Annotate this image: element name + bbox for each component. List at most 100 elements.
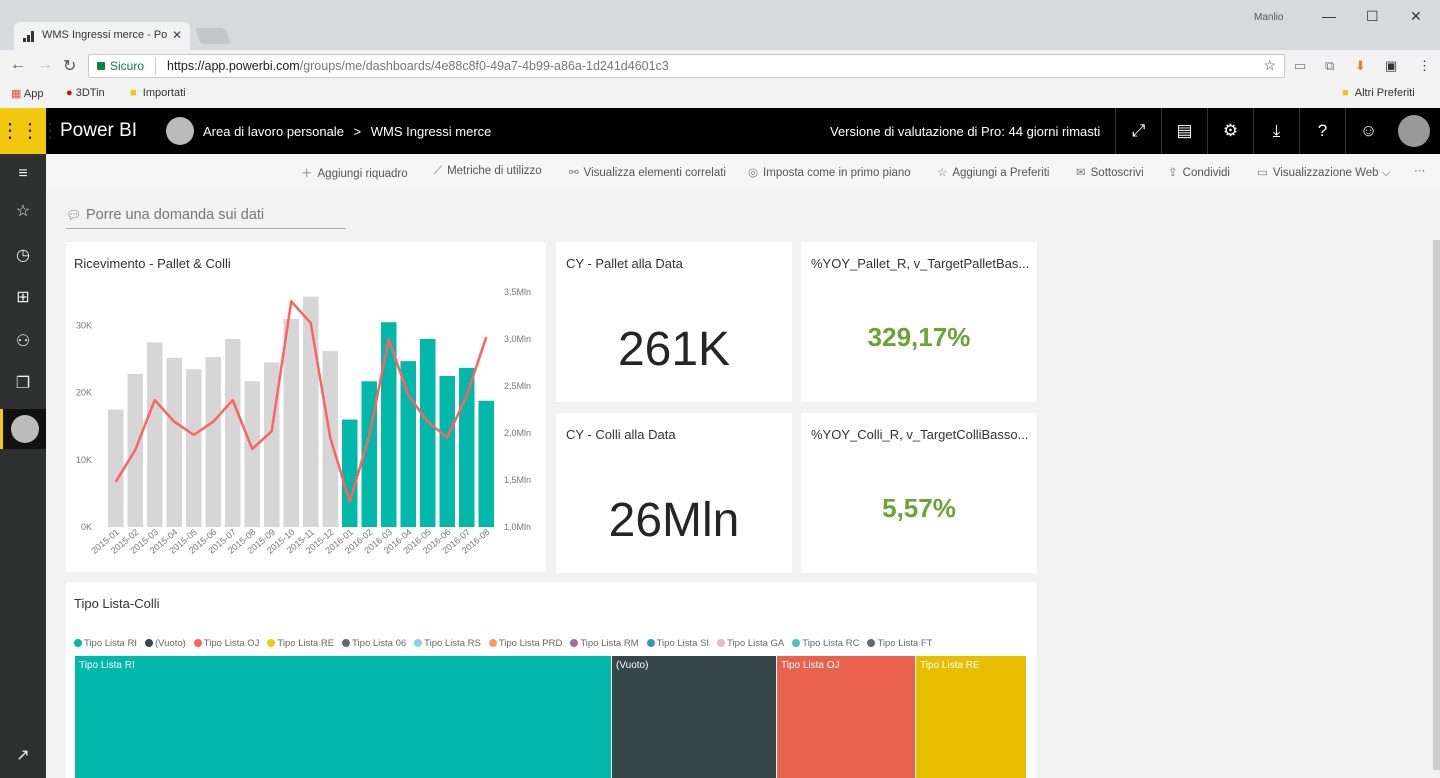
legend-item[interactable]: (Vuoto) bbox=[144, 638, 186, 649]
brand-title[interactable]: Power BI bbox=[60, 120, 138, 141]
chart-bar bbox=[205, 357, 221, 527]
legend-item[interactable]: Tipo Lista OJ bbox=[193, 638, 259, 649]
help-icon[interactable]: ? bbox=[1299, 108, 1345, 154]
breadcrumb-dashboard[interactable]: WMS Ingressi merce bbox=[370, 124, 492, 139]
breadcrumb-workspace[interactable]: Area di lavoro personale bbox=[203, 124, 344, 139]
shared-with-me-icon[interactable]: ⚇ bbox=[15, 333, 31, 350]
chart-bar bbox=[439, 375, 455, 527]
card-value: 329,17% bbox=[867, 322, 971, 352]
hamburger-icon[interactable]: ≡ bbox=[18, 165, 28, 182]
bookmark-importati[interactable]: ■ Importati bbox=[130, 87, 186, 99]
bookmark-apps[interactable]: ▦ App bbox=[11, 88, 44, 100]
usage-metrics-button[interactable]: ⟋ Metriche di utilizzo bbox=[434, 165, 542, 177]
browser-tab[interactable]: WMS Ingressi merce - Po ✕ bbox=[14, 22, 190, 50]
legend-item[interactable]: Tipo Lista FT bbox=[867, 638, 933, 649]
cy-pallet-tile[interactable]: CY - Pallet alla Data 261K bbox=[556, 242, 792, 402]
legend-item[interactable]: Tipo Lista RI bbox=[74, 638, 137, 649]
legend-item[interactable]: Tipo Lista RC bbox=[792, 638, 859, 649]
treemap-legend: Tipo Lista RI (Vuoto) Tipo Lista OJ Tipo Li… bbox=[74, 638, 941, 649]
gear-icon[interactable]: ⚙ bbox=[1207, 108, 1253, 154]
close-window-icon[interactable]: ✕ bbox=[1410, 8, 1422, 24]
user-avatar[interactable] bbox=[1398, 115, 1430, 147]
y-tick-label: 10K bbox=[76, 455, 92, 465]
legend-dot-icon bbox=[570, 639, 579, 647]
share-button[interactable]: ⇪ Condividi bbox=[1168, 167, 1230, 179]
chart-bar bbox=[186, 369, 202, 527]
feedback-smiley-icon[interactable]: ☺ bbox=[1345, 108, 1391, 154]
extension-icon[interactable]: ⧉ bbox=[1325, 58, 1335, 73]
powerbi-header: ⋮⋮⋮ Power BI Area di lavoro personale > … bbox=[0, 108, 1440, 154]
legend-dot-icon bbox=[717, 639, 726, 647]
y2-tick-label: 1,0Mln bbox=[504, 522, 531, 532]
treemap-block-re[interactable]: Tipo Lista RE bbox=[916, 656, 1026, 778]
web-view-dropdown[interactable]: ▭ Visualizzazione Web ⌵ bbox=[1257, 167, 1391, 179]
breadcrumb: Area di lavoro personale > WMS Ingressi … bbox=[203, 124, 491, 139]
add-tile-button[interactable]: ＋ Aggiungi riquadro bbox=[301, 168, 408, 180]
chart-bar bbox=[478, 400, 494, 527]
yoy-colli-tile[interactable]: %YOY_Colli_R, v_TargetColliBasso... 5,57… bbox=[801, 413, 1037, 573]
cy-colli-tile[interactable]: CY - Colli alla Data 26Mln bbox=[556, 413, 792, 573]
legend-item[interactable]: Tipo Lista RS bbox=[414, 638, 481, 649]
card-value: 261K bbox=[617, 323, 731, 376]
minimize-icon[interactable]: — bbox=[1322, 8, 1336, 24]
download-icon[interactable]: ⬇ bbox=[1355, 58, 1366, 73]
treemap-block-ri[interactable]: Tipo Lista RI bbox=[75, 656, 611, 778]
legend-dot-icon bbox=[646, 639, 655, 647]
new-tab-button[interactable] bbox=[195, 28, 231, 44]
window-user[interactable]: Manlio bbox=[1254, 12, 1284, 23]
treemap-block-oj[interactable]: Tipo Lista OJ bbox=[777, 656, 915, 778]
maximize-icon[interactable]: ☐ bbox=[1366, 8, 1379, 24]
url-text[interactable]: https://app.powerbi.com/groups/me/dashbo… bbox=[155, 57, 669, 75]
y2-tick-label: 1,5Mln bbox=[504, 475, 531, 485]
bookmark-star-icon[interactable]: ☆ bbox=[1263, 57, 1276, 73]
chart-bar bbox=[420, 339, 436, 527]
chart-bar bbox=[381, 322, 397, 527]
view-related-button[interactable]: ⚯ Visualizza elementi correlati bbox=[569, 167, 726, 179]
reload-icon[interactable]: ↻ bbox=[63, 58, 77, 75]
treemap-block-vuoto[interactable]: (Vuoto) bbox=[612, 656, 776, 778]
more-options-icon[interactable]: ··· bbox=[1414, 165, 1426, 177]
y2-tick-label: 3,0Mln bbox=[504, 334, 531, 344]
notifications-icon[interactable]: ▤ bbox=[1161, 108, 1207, 154]
browser-menu-icon[interactable]: ⋮ bbox=[1418, 58, 1431, 73]
card-value: 26Mln bbox=[608, 494, 740, 547]
address-bar[interactable]: Sicuro https://app.powerbi.com/groups/me… bbox=[88, 54, 1285, 78]
recent-clock-icon[interactable]: ◷ bbox=[16, 247, 30, 264]
yoy-pallet-tile[interactable]: %YOY_Pallet_R, v_TargetPalletBas... 329,… bbox=[801, 242, 1037, 402]
legend-item[interactable]: Tipo Lista SI bbox=[646, 638, 709, 649]
breadcrumb-separator: > bbox=[353, 124, 362, 139]
extension-icon[interactable]: ▣ bbox=[1385, 58, 1398, 73]
close-tab-icon[interactable]: ✕ bbox=[171, 28, 182, 42]
qna-input[interactable]: 💬︎ Porre una domanda sui dati bbox=[66, 205, 346, 229]
app-launcher-icon[interactable]: ⋮⋮⋮ bbox=[0, 108, 60, 154]
legend-item[interactable]: Tipo Lista GA bbox=[717, 638, 784, 649]
favorites-star-icon[interactable]: ☆ bbox=[15, 203, 31, 220]
download-icon[interactable]: ⤓ bbox=[1253, 108, 1299, 154]
set-featured-button[interactable]: ◎ Imposta come in primo piano bbox=[748, 167, 911, 179]
workspaces-icon[interactable]: ❐ bbox=[15, 375, 31, 392]
chart-tile[interactable]: Ricevimento - Pallet & Colli 0K 10K 20K 30K… bbox=[66, 242, 546, 572]
legend-item[interactable]: Tipo Lista 06 bbox=[342, 638, 406, 649]
forward-icon[interactable]: → bbox=[37, 56, 53, 73]
legend-item[interactable]: Tipo Lista RM bbox=[570, 638, 639, 649]
bookmark-altri[interactable]: ■ Altri Preferiti bbox=[1342, 87, 1415, 99]
legend-item[interactable]: Tipo Lista PRD bbox=[488, 638, 562, 649]
my-workspace-avatar[interactable] bbox=[0, 409, 46, 449]
combo-chart: 0K 10K 20K 30K 1,0Mln 1,5Mln 2,0Mln 2,5Mln 3,0Ml… bbox=[76, 287, 531, 556]
back-icon[interactable]: ← bbox=[10, 56, 26, 73]
subscribe-button[interactable]: ✉ Sottoscrivi bbox=[1076, 167, 1144, 179]
legend-label: Tipo Lista RM bbox=[580, 638, 639, 649]
apps-icon[interactable]: ⊞ bbox=[16, 289, 30, 306]
legend-label: Tipo Lista 06 bbox=[352, 638, 407, 649]
workspace-avatar bbox=[166, 117, 194, 145]
bookmark-3dtin[interactable]: ● 3DTin bbox=[66, 87, 105, 99]
extension-icon[interactable]: ▭ bbox=[1294, 58, 1307, 73]
treemap-tile[interactable]: Tipo Lista-Colli Tipo Lista RI (Vuoto) Tip… bbox=[66, 582, 1037, 778]
scrollbar[interactable] bbox=[1433, 240, 1440, 770]
trial-notice[interactable]: Versione di valutazione di Pro: 44 giorn… bbox=[830, 124, 1101, 139]
legend-item[interactable]: Tipo Lista RE bbox=[267, 638, 334, 649]
fullscreen-icon[interactable]: ⤢ bbox=[1115, 108, 1161, 154]
get-data-arrow-icon[interactable]: ↗ bbox=[16, 747, 30, 764]
secure-indicator[interactable]: Sicuro bbox=[97, 59, 144, 73]
add-favorite-button[interactable]: ☆ Aggiungi a Preferiti bbox=[937, 167, 1050, 179]
